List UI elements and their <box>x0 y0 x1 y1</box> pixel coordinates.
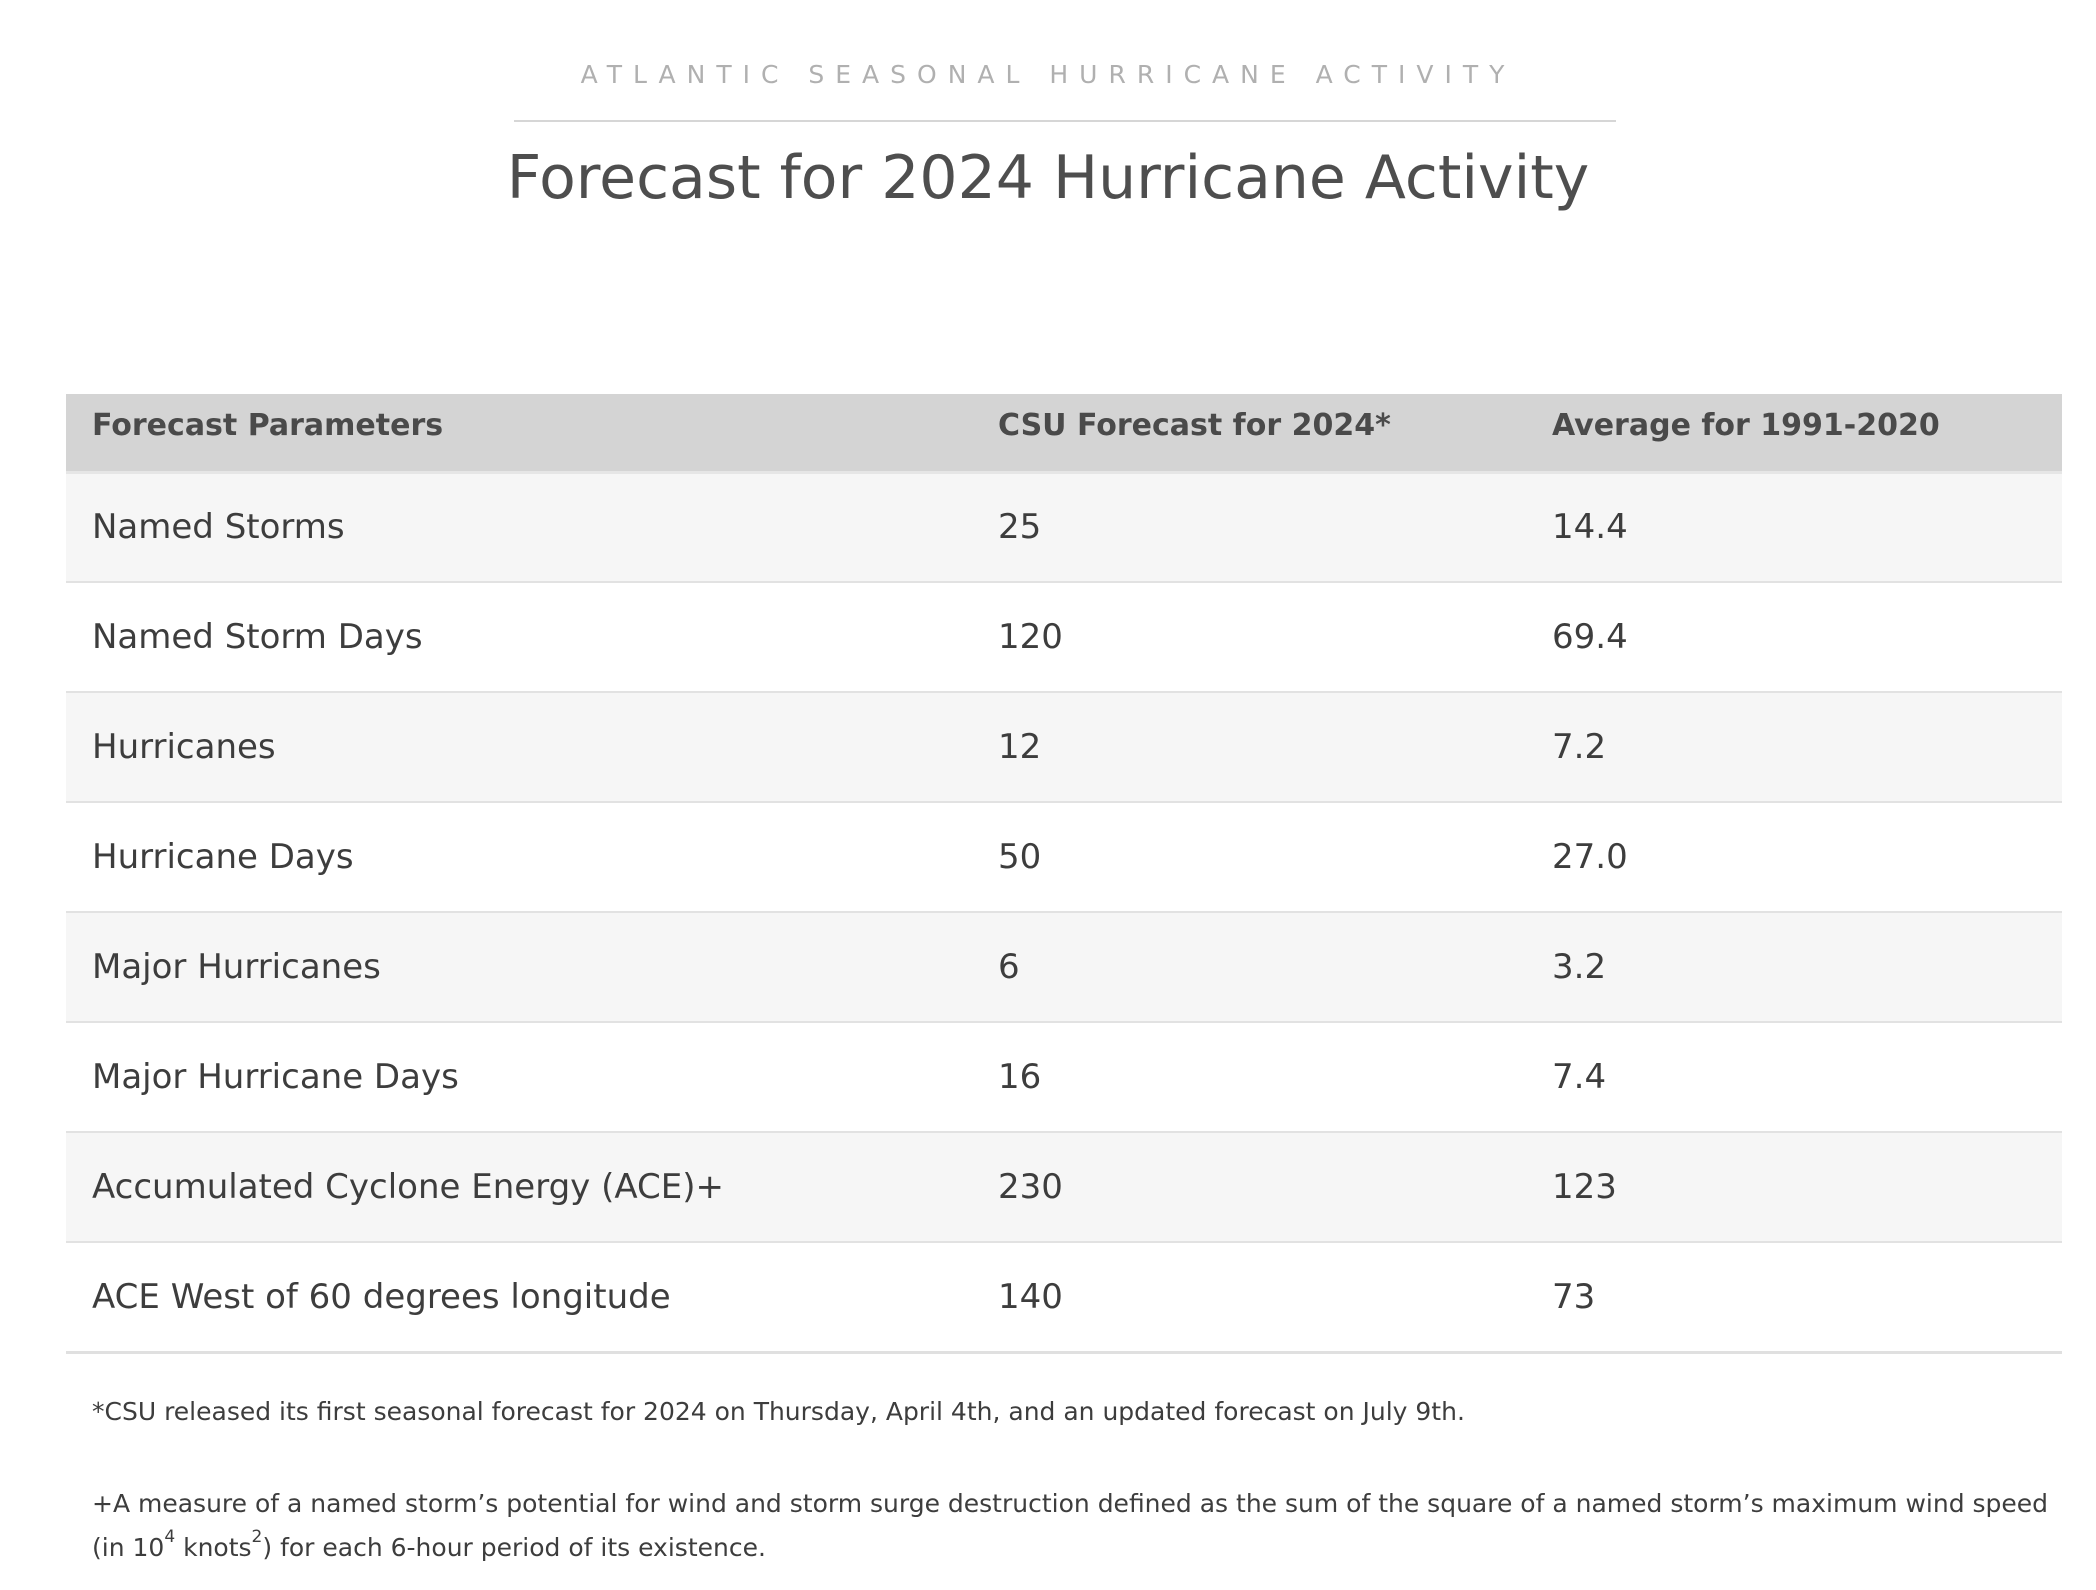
forecast-cell: 16 <box>998 1057 1042 1097</box>
average-cell: 14.4 <box>1552 507 1628 548</box>
footnote-ace-text-part1: +A measure of a named storm’s potential … <box>92 1489 2049 1562</box>
footnote-ace-text-part2: knots <box>175 1533 252 1562</box>
title-divider <box>514 120 1616 122</box>
forecast-cell: 120 <box>998 617 1063 657</box>
footnote-csu-release: *CSU released its first seasonal forecas… <box>92 1397 1465 1426</box>
parameter-cell: Hurricane Days <box>92 837 354 877</box>
forecast-cell: 6 <box>998 947 1020 987</box>
table-row: Named Storms 25 14.4 <box>66 472 2062 582</box>
section-eyebrow: ATLANTIC SEASONAL HURRICANE ACTIVITY <box>580 60 1516 89</box>
table-header-row: Forecast Parameters CSU Forecast for 202… <box>66 394 2062 472</box>
average-cell: 69.4 <box>1552 617 1628 657</box>
column-header-csu-forecast: CSU Forecast for 2024* <box>998 408 1391 443</box>
parameter-cell: Major Hurricanes <box>92 947 381 987</box>
average-cell: 7.2 <box>1552 727 1607 767</box>
parameter-cell: Named Storm Days <box>92 617 423 657</box>
footnote-ace-text-part3: ) for each 6-hour period of its existenc… <box>262 1533 766 1562</box>
parameter-cell: Named Storms <box>92 507 345 548</box>
table-row: Accumulated Cyclone Energy (ACE)+ 230 12… <box>66 1132 2062 1242</box>
forecast-cell: 140 <box>998 1276 1063 1317</box>
table-row: Hurricane Days 50 27.0 <box>66 802 2062 912</box>
average-cell: 7.4 <box>1552 1057 1607 1097</box>
table-row: Major Hurricane Days 16 7.4 <box>66 1022 2062 1132</box>
column-header-parameters: Forecast Parameters <box>92 408 444 443</box>
column-header-average: Average for 1991-2020 <box>1552 408 1940 443</box>
footnote-ace-exponent-4: 4 <box>164 1527 176 1547</box>
footnote-ace-definition: +A measure of a named storm’s potential … <box>92 1482 2052 1570</box>
average-cell: 123 <box>1552 1167 1617 1207</box>
parameter-cell: ACE West of 60 degrees longitude <box>92 1276 671 1317</box>
forecast-table: Forecast Parameters CSU Forecast for 202… <box>66 394 2062 1354</box>
table-row: Major Hurricanes 6 3.2 <box>66 912 2062 1022</box>
page-title: Forecast for 2024 Hurricane Activity <box>506 143 1590 213</box>
table-row: Named Storm Days 120 69.4 <box>66 582 2062 692</box>
average-cell: 73 <box>1552 1276 1596 1317</box>
average-cell: 3.2 <box>1552 947 1607 987</box>
forecast-cell: 25 <box>998 507 1042 548</box>
parameter-cell: Accumulated Cyclone Energy (ACE)+ <box>92 1167 725 1207</box>
parameter-cell: Hurricanes <box>92 727 276 767</box>
forecast-cell: 50 <box>998 837 1042 877</box>
footnote-ace-exponent-2: 2 <box>251 1527 263 1547</box>
table-row: ACE West of 60 degrees longitude 140 73 <box>66 1242 2062 1352</box>
table-row: Hurricanes 12 7.2 <box>66 692 2062 802</box>
average-cell: 27.0 <box>1552 837 1628 877</box>
parameter-cell: Major Hurricane Days <box>92 1057 459 1097</box>
forecast-cell: 12 <box>998 727 1042 767</box>
forecast-cell: 230 <box>998 1167 1063 1207</box>
